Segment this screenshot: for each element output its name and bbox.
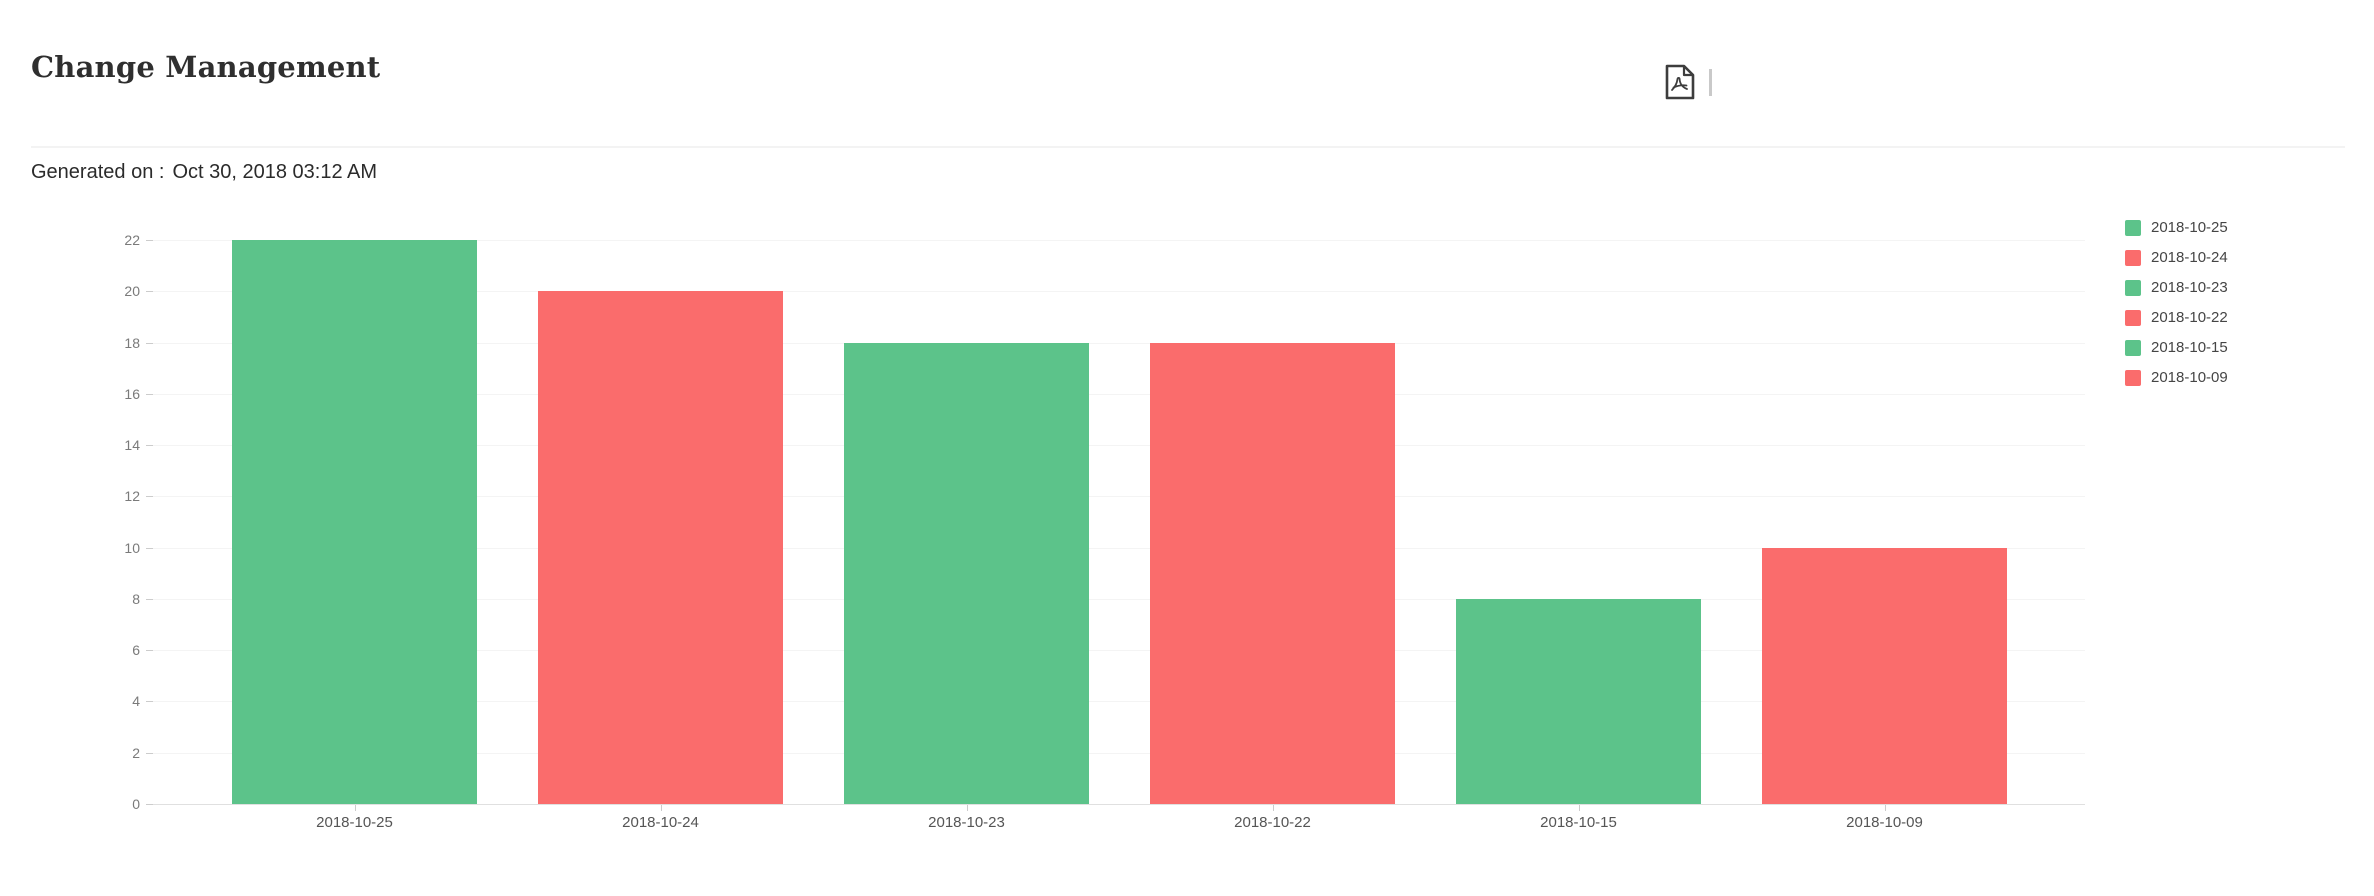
x-axis-tick-label: 2018-10-15 — [1540, 814, 1617, 831]
y-axis-tick — [146, 445, 153, 447]
x-axis-tick — [966, 805, 968, 811]
y-axis-tick — [146, 598, 153, 600]
x-axis-tick-label: 2018-10-22 — [1234, 814, 1311, 831]
legend-swatch-icon — [2125, 219, 2141, 236]
y-axis-tick-label: 4 — [132, 693, 140, 710]
x-axis-tick — [354, 805, 356, 811]
generated-on: Generated on : Oct 30, 2018 03:12 AM — [31, 161, 377, 184]
page-title: Change Management — [31, 50, 381, 84]
x-axis-tick — [1884, 805, 1886, 811]
export-pdf-icon[interactable] — [1663, 63, 1697, 101]
y-axis-tick — [146, 240, 153, 241]
legend-label: 2018-10-09 — [2151, 369, 2228, 386]
legend-item-2018-10-24[interactable]: 2018-10-24 — [2125, 249, 2228, 266]
bar-2018-10-25[interactable] — [232, 240, 477, 804]
header-actions — [1663, 60, 1712, 104]
y-gridline — [153, 752, 2085, 754]
legend-label: 2018-10-22 — [2151, 309, 2228, 326]
y-axis-tick — [146, 752, 153, 754]
y-axis-tick — [146, 496, 153, 498]
x-axis-tick-label: 2018-10-24 — [622, 814, 699, 831]
header-divider — [31, 146, 2345, 148]
x-axis-tick — [660, 805, 662, 811]
y-axis-tick — [146, 804, 153, 805]
legend-item-2018-10-09[interactable]: 2018-10-09 — [2125, 369, 2228, 386]
legend-label: 2018-10-25 — [2151, 219, 2228, 236]
y-axis-tick — [146, 342, 153, 344]
x-axis-line — [153, 804, 2085, 805]
header-separator — [1709, 68, 1712, 96]
y-axis-tick — [146, 547, 153, 549]
generated-on-label: Generated on : — [31, 161, 165, 183]
bar-2018-10-24[interactable] — [538, 291, 783, 804]
y-axis-tick-label: 14 — [124, 437, 140, 454]
bar-2018-10-09[interactable] — [1762, 547, 2007, 804]
y-gridline — [153, 240, 2085, 241]
legend-swatch-icon — [2125, 369, 2141, 386]
y-axis-tick — [146, 650, 153, 652]
x-axis-tick — [1578, 805, 1580, 811]
chart-legend: 2018-10-25 2018-10-24 2018-10-23 2018-10-22… — [2125, 219, 2228, 399]
legend-label: 2018-10-15 — [2151, 339, 2228, 356]
y-axis-tick-label: 12 — [124, 488, 140, 505]
y-axis-tick — [146, 701, 153, 703]
y-gridline — [153, 342, 2085, 344]
x-axis-tick-label: 2018-10-09 — [1846, 814, 1923, 831]
legend-label: 2018-10-24 — [2151, 249, 2228, 266]
y-gridline — [153, 445, 2085, 447]
y-gridline — [153, 598, 2085, 600]
legend-item-2018-10-25[interactable]: 2018-10-25 — [2125, 219, 2228, 236]
y-gridline — [153, 547, 2085, 549]
x-axis-tick — [1272, 805, 1274, 811]
x-axis-tick-label: 2018-10-25 — [316, 814, 393, 831]
y-axis-tick-label: 16 — [124, 385, 140, 402]
bar-2018-10-23[interactable] — [844, 342, 1089, 804]
y-axis-tick-label: 2 — [132, 744, 140, 761]
y-axis-tick-label: 10 — [124, 539, 140, 556]
bar-2018-10-15[interactable] — [1456, 598, 1701, 804]
y-axis-tick — [146, 393, 153, 395]
y-axis-tick-label: 0 — [132, 796, 140, 812]
y-axis-tick — [146, 291, 153, 293]
y-gridline — [153, 496, 2085, 498]
y-axis-tick-label: 6 — [132, 642, 140, 659]
bar-2018-10-22[interactable] — [1150, 342, 1395, 804]
y-axis-tick-label: 18 — [124, 334, 140, 351]
generated-on-value: Oct 30, 2018 03:12 AM — [172, 161, 378, 183]
legend-item-2018-10-22[interactable]: 2018-10-22 — [2125, 309, 2228, 326]
y-axis-tick-label: 20 — [124, 283, 140, 300]
legend-item-2018-10-15[interactable]: 2018-10-15 — [2125, 339, 2228, 356]
legend-swatch-icon — [2125, 309, 2141, 326]
legend-swatch-icon — [2125, 249, 2141, 266]
legend-label: 2018-10-23 — [2151, 279, 2228, 296]
x-axis-tick-label: 2018-10-23 — [928, 814, 1005, 831]
y-axis-tick-label: 22 — [124, 232, 140, 248]
legend-swatch-icon — [2125, 279, 2141, 296]
y-gridline — [153, 291, 2085, 293]
y-axis-tick-label: 8 — [132, 590, 140, 607]
legend-item-2018-10-23[interactable]: 2018-10-23 — [2125, 279, 2228, 296]
y-gridline — [153, 701, 2085, 703]
y-gridline — [153, 393, 2085, 395]
y-gridline — [153, 650, 2085, 652]
legend-swatch-icon — [2125, 339, 2141, 356]
